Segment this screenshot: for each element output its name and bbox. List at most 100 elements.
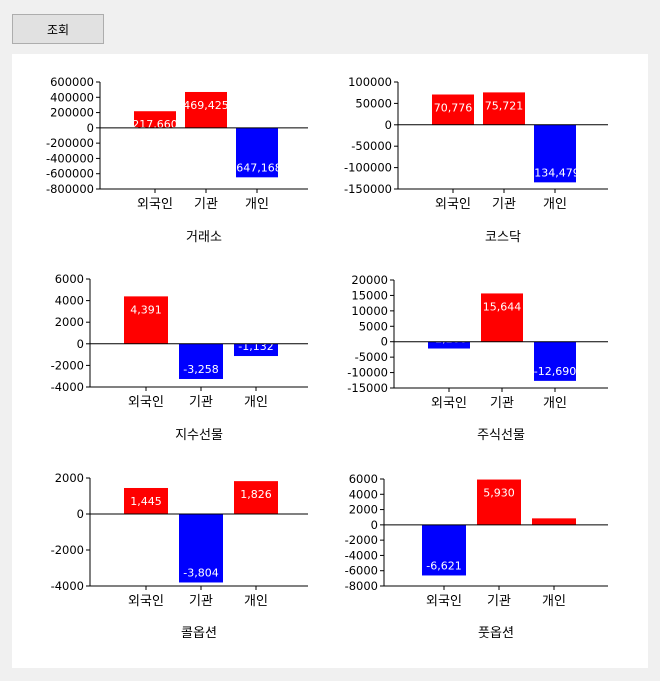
bar-1	[422, 524, 466, 576]
x-tick-label: 개인	[244, 395, 268, 410]
x-tick-label: 외국인	[137, 197, 173, 212]
x-tick-label: 기관	[189, 594, 213, 609]
bar-1	[124, 296, 168, 344]
y-tick-label: -200000	[46, 136, 94, 150]
y-tick-label: -2000	[51, 358, 84, 372]
chart-title: 콜옵션	[181, 626, 217, 641]
x-tick-label: 개인	[244, 594, 268, 609]
chart-3: 6000 4000 2000 0 -2000 -4000 4,391 외국인 -3,258 기관 -…	[51, 272, 308, 443]
y-tick-label: 50000	[355, 96, 392, 110]
bar-value-label: 469,425	[183, 99, 229, 112]
bar-3	[234, 343, 278, 357]
y-tick-label: -4000	[51, 380, 84, 394]
chart-title: 주식선물	[477, 428, 525, 443]
bar-value-label: -3,804	[183, 566, 218, 579]
x-tick-label: 기관	[492, 197, 516, 212]
bar-2	[483, 92, 525, 125]
y-tick-label: -8000	[345, 579, 378, 593]
bar-3	[234, 481, 278, 514]
y-tick-label: 0	[77, 337, 84, 351]
x-tick-label: 외국인	[426, 594, 462, 609]
bar-3	[534, 341, 576, 381]
chart-title: 풋옵션	[478, 626, 514, 641]
bar-value-label: -6,621	[426, 559, 461, 572]
bar-2	[477, 479, 521, 525]
bar-3	[236, 127, 278, 178]
bar-value-label: -647,168	[232, 161, 281, 174]
bar-2	[179, 514, 223, 583]
bar-3	[534, 124, 576, 183]
x-tick-label: 개인	[542, 594, 566, 609]
x-tick-label: 개인	[543, 197, 567, 212]
y-tick-label: -150000	[344, 182, 392, 196]
x-tick-label: 외국인	[128, 395, 164, 410]
y-tick-label: 0	[371, 518, 378, 532]
y-tick-label: 6000	[55, 272, 84, 286]
y-tick-label: 0	[381, 335, 388, 349]
x-tick-label: 개인	[245, 197, 269, 212]
bar-value-label: -12,690	[534, 365, 576, 378]
chart-title: 코스닥	[485, 230, 521, 245]
y-tick-label: 0	[87, 121, 94, 135]
y-tick-label: -2000	[51, 543, 84, 557]
bar-2	[185, 91, 227, 128]
y-tick-label: 100000	[348, 75, 392, 89]
bar-value-label: -1,132	[238, 340, 273, 353]
x-tick-label: 기관	[194, 197, 218, 212]
y-tick-label: -4000	[51, 579, 84, 593]
x-tick-label: 기관	[189, 395, 213, 410]
y-tick-label: 20000	[351, 273, 388, 287]
y-tick-label: -800000	[46, 182, 94, 196]
chart-5: 2000 0 -2000 -4000 1,445 외국인 -3,804 기관 1,826 개인콜옵…	[51, 471, 308, 641]
bar-value-label: -3,258	[183, 363, 218, 376]
y-tick-label: 5000	[359, 319, 388, 333]
y-tick-label: 4000	[55, 294, 84, 308]
y-tick-label: 0	[77, 507, 84, 521]
chart-2: 100000 50000 0 -50000 -100000 -150000 70,776 외국…	[344, 75, 608, 245]
y-tick-label: 4000	[349, 487, 378, 501]
x-tick-label: 외국인	[435, 197, 471, 212]
bar-1	[134, 111, 176, 128]
y-tick-label: -2000	[345, 533, 378, 547]
y-tick-label: 400000	[50, 90, 94, 104]
bar-1	[432, 94, 474, 125]
y-tick-label: 600000	[50, 75, 94, 89]
query-button[interactable]: 조회	[12, 14, 104, 44]
y-tick-label: -10000	[347, 366, 388, 380]
bar-value-label: -134,479	[530, 166, 579, 179]
chart-title: 거래소	[186, 230, 222, 245]
bar-value-label: 5,930	[483, 487, 515, 500]
bar-1	[124, 487, 168, 514]
y-tick-label: 2000	[55, 315, 84, 329]
x-tick-label: 외국인	[431, 396, 467, 411]
bar-value-label: 15,644	[483, 300, 522, 313]
y-tick-label: -600000	[46, 167, 94, 181]
y-tick-label: 15000	[351, 288, 388, 302]
bar-2	[179, 343, 223, 379]
y-tick-label: 10000	[351, 304, 388, 318]
y-tick-label: 0	[385, 118, 392, 132]
y-tick-label: -100000	[344, 161, 392, 175]
bar-1	[428, 341, 470, 349]
bar-value-label: 217,660	[132, 118, 178, 131]
bar-value-label: -2,206	[431, 333, 466, 346]
y-tick-label: -400000	[46, 151, 94, 165]
x-tick-label: 외국인	[128, 594, 164, 609]
bar-value-label: 1,445	[130, 495, 162, 508]
y-tick-label: -50000	[351, 139, 392, 153]
y-tick-label: -5000	[355, 350, 388, 364]
x-tick-label: 기관	[490, 396, 514, 411]
y-tick-label: 2000	[349, 503, 378, 517]
y-tick-label: 2000	[55, 471, 84, 485]
bar-value-label: 70,776	[434, 102, 473, 115]
y-tick-label: 200000	[50, 106, 94, 120]
charts-svg: 6000004000002000000-200000-400000-600000…	[46, 75, 608, 641]
bar-value-label: 4,391	[130, 303, 162, 316]
x-tick-label: 기관	[487, 594, 511, 609]
y-tick-label: -15000	[347, 381, 388, 395]
bar-2	[481, 293, 523, 342]
chart-title: 지수선물	[175, 428, 223, 443]
